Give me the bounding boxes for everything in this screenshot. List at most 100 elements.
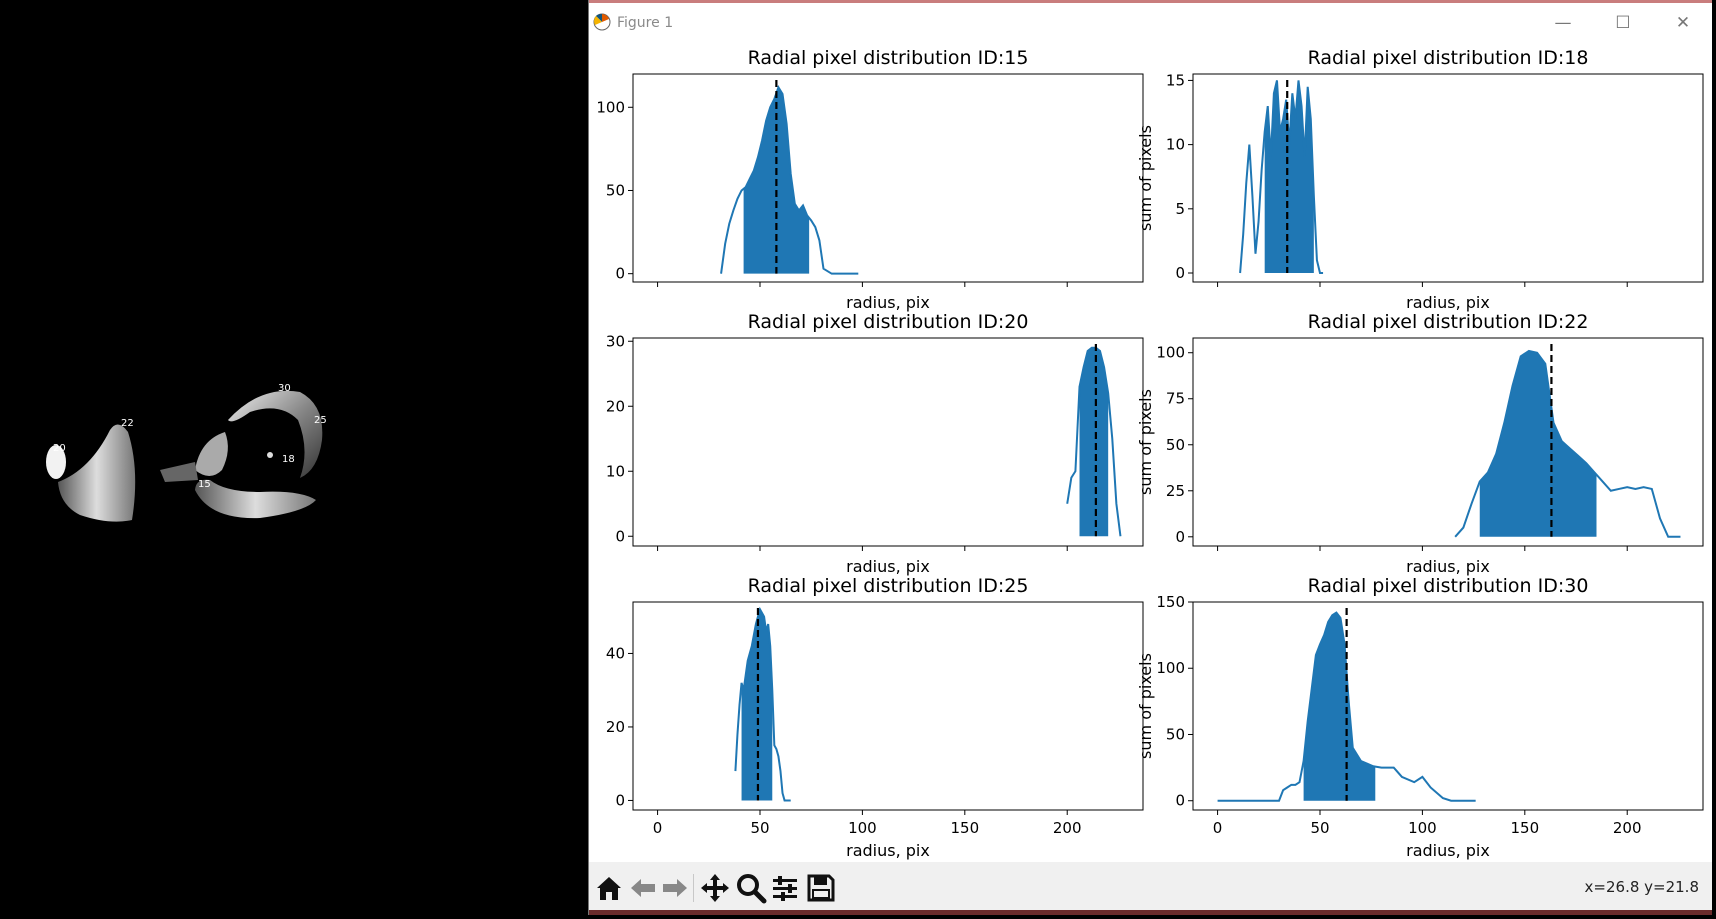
x-axis-label: radius, pix	[846, 841, 930, 860]
home-icon[interactable]	[593, 872, 625, 904]
window-title: Figure 1	[617, 15, 674, 31]
y-tick-label: 0	[615, 527, 625, 545]
pan-icon[interactable]	[699, 872, 731, 904]
y-tick-label: 100	[596, 98, 625, 116]
left-label-30: 30	[278, 383, 291, 394]
axes-frame	[632, 601, 1144, 811]
x-tick-label: 200	[1053, 819, 1082, 837]
left-label-18: 18	[282, 454, 295, 465]
blob-22	[58, 424, 136, 522]
subplot-title: Radial pixel distribution ID:25	[748, 575, 1029, 597]
window-titlebar[interactable]: Figure 1 — ☐ ✕	[589, 0, 1716, 43]
y-tick-label: 30	[606, 332, 625, 350]
blob-20	[46, 445, 66, 479]
axes-frame	[1192, 601, 1704, 811]
x-tick-label: 200	[1613, 819, 1642, 837]
subplot-1: 0 50 100 Radial pixel distribution ID:15 rad…	[596, 47, 1144, 312]
series-line	[1066, 346, 1122, 537]
segmentation-image-svg: 20 22 30 25 18 15	[46, 383, 327, 522]
subplot-3: 0 10 20 30 Radial pixel distribution ID:20 ra…	[606, 311, 1144, 576]
window-bottom-edge	[589, 910, 1716, 915]
subplot-4: 0 25 50 75 100 Radial pixel distribution ID:2…	[1136, 311, 1704, 576]
x-axis-label: radius, pix	[846, 557, 930, 576]
y-tick-label: 150	[1156, 593, 1185, 611]
x-axis-label: radius, pix	[1406, 293, 1490, 312]
axes-frame	[1192, 73, 1704, 283]
forward-icon[interactable]	[659, 872, 691, 904]
series-line	[734, 606, 791, 802]
navigation-toolbar: x=26.8 y=21.8	[589, 862, 1716, 915]
y-tick-label: 40	[606, 644, 625, 662]
subplot-title: Radial pixel distribution ID:18	[1308, 47, 1589, 69]
series-line	[1239, 80, 1324, 275]
minimize-button[interactable]: —	[1554, 13, 1572, 33]
x-axis-label: radius, pix	[1406, 557, 1490, 576]
y-tick-label: 0	[1175, 792, 1185, 810]
blob-15	[195, 479, 316, 519]
fill-area	[1303, 612, 1376, 801]
zoom-icon[interactable]	[735, 872, 767, 904]
y-tick-label: 75	[1166, 390, 1185, 408]
ring-30	[228, 390, 323, 478]
toolbar-separator	[693, 874, 694, 902]
configure-icon[interactable]	[769, 872, 801, 904]
blob-connector	[160, 462, 198, 482]
y-tick-label: 10	[1166, 136, 1185, 154]
save-icon[interactable]	[805, 872, 837, 904]
y-tick-label: 100	[1156, 344, 1185, 362]
x-tick-label: 150	[1510, 819, 1539, 837]
subplot-title: Radial pixel distribution ID:22	[1308, 311, 1589, 333]
figure-window: Figure 1 — ☐ ✕ 0 50 100 Radial pixel distri…	[588, 0, 1716, 915]
blob-15-upper	[195, 432, 228, 476]
y-tick-label: 0	[1175, 528, 1185, 546]
x-tick-label: 0	[1213, 819, 1223, 837]
x-tick-label: 100	[848, 819, 877, 837]
y-tick-label: 15	[1166, 71, 1185, 89]
screen-right-edge	[1712, 0, 1716, 915]
segmentation-image: 20 22 30 25 18 15	[0, 0, 588, 915]
subplot-title: Radial pixel distribution ID:30	[1308, 575, 1589, 597]
blob-18-dot	[267, 452, 273, 458]
axes-frame	[1192, 337, 1704, 547]
cursor-coordinates: x=26.8 y=21.8	[1584, 878, 1699, 896]
y-tick-label: 0	[615, 265, 625, 283]
y-tick-label: 25	[1166, 482, 1185, 500]
series-line	[720, 85, 859, 275]
axes-frame	[632, 73, 1144, 283]
close-button[interactable]: ✕	[1675, 13, 1691, 33]
x-tick-label: 50	[1310, 819, 1329, 837]
subplot-5: 0 20 40 0 50 100 150 200 Radial pixel distributi…	[606, 575, 1144, 860]
left-label-20: 20	[53, 443, 66, 454]
y-tick-label: 50	[1166, 725, 1185, 743]
fill-area	[1479, 350, 1597, 537]
series-line	[1217, 611, 1476, 802]
y-tick-label: 10	[606, 462, 625, 480]
y-tick-label: 0	[1175, 264, 1185, 282]
subplot-title: Radial pixel distribution ID:20	[748, 311, 1029, 333]
series-line	[1454, 349, 1681, 538]
x-tick-label: 150	[950, 819, 979, 837]
y-axis-label: sum of pixels	[1136, 653, 1155, 759]
maximize-button[interactable]: ☐	[1615, 13, 1631, 33]
y-tick-label: 0	[615, 791, 625, 809]
x-axis-label: radius, pix	[1406, 841, 1490, 860]
y-tick-label: 20	[606, 718, 625, 736]
y-axis-label: sum of pixels	[1136, 125, 1155, 231]
fill-area	[741, 609, 773, 801]
subplot-2: 0 5 10 15 Radial pixel distribution ID:18 rad…	[1136, 47, 1704, 312]
back-icon[interactable]	[627, 872, 659, 904]
left-label-15: 15	[198, 479, 211, 490]
x-tick-label: 100	[1408, 819, 1437, 837]
axes-frame	[632, 337, 1144, 547]
y-tick-label: 100	[1156, 659, 1185, 677]
y-axis-label: sum of pixels	[1136, 389, 1155, 495]
x-tick-label: 0	[653, 819, 663, 837]
left-label-25: 25	[314, 415, 327, 426]
y-tick-label: 50	[1166, 436, 1185, 454]
fill-area	[1264, 80, 1314, 274]
subplot-6: 0 50 100 150 0 50 100 150 200 Radial pixel distri…	[1136, 575, 1704, 860]
fill-area	[1079, 347, 1109, 537]
subplot-title: Radial pixel distribution ID:15	[748, 47, 1029, 69]
y-tick-label: 5	[1175, 200, 1185, 218]
